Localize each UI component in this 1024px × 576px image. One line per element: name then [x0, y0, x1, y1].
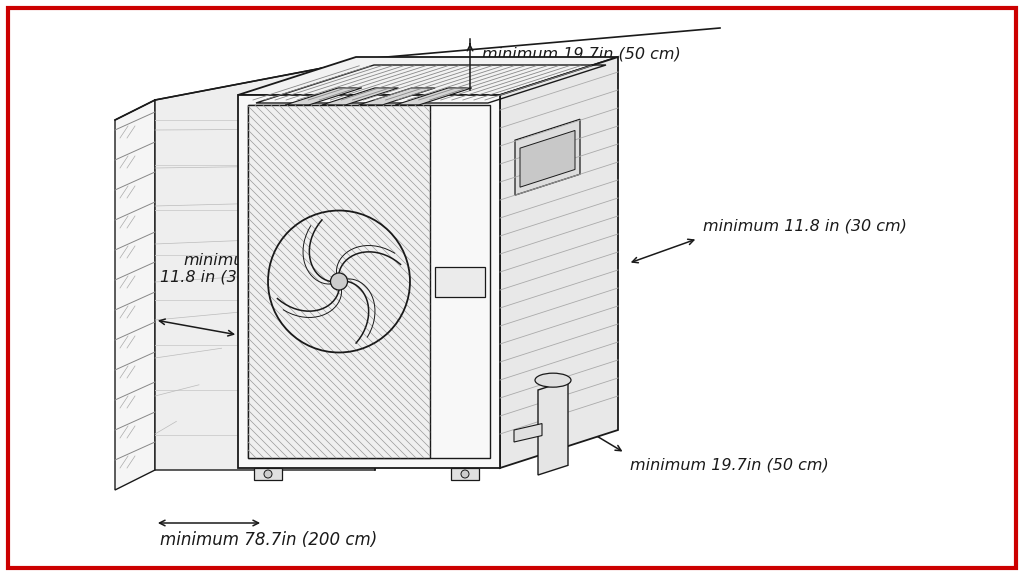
Polygon shape — [500, 57, 618, 468]
Text: minimum 78.7in (200 cm): minimum 78.7in (200 cm) — [160, 531, 377, 549]
Circle shape — [461, 470, 469, 478]
Polygon shape — [514, 423, 542, 442]
Bar — [451, 468, 479, 480]
Circle shape — [264, 470, 272, 478]
Polygon shape — [285, 88, 361, 105]
Text: minimum 19.7in (50 cm): minimum 19.7in (50 cm) — [482, 47, 681, 62]
Polygon shape — [155, 58, 375, 470]
Ellipse shape — [535, 373, 571, 387]
Polygon shape — [358, 88, 435, 105]
Polygon shape — [322, 88, 398, 105]
Polygon shape — [238, 95, 500, 468]
Text: minimum
11.8 in (30 cm): minimum 11.8 in (30 cm) — [160, 253, 283, 285]
Bar — [248, 105, 430, 458]
Text: minimum 19.7in (50 cm): minimum 19.7in (50 cm) — [630, 458, 828, 473]
Bar — [254, 468, 282, 480]
Text: minimum 11.8 in (30 cm): minimum 11.8 in (30 cm) — [703, 218, 907, 233]
Bar — [435, 267, 485, 297]
Polygon shape — [395, 88, 472, 105]
Polygon shape — [538, 380, 568, 475]
Polygon shape — [520, 130, 575, 187]
Polygon shape — [515, 119, 580, 195]
Polygon shape — [115, 100, 155, 490]
Polygon shape — [238, 57, 618, 95]
Circle shape — [331, 273, 347, 290]
